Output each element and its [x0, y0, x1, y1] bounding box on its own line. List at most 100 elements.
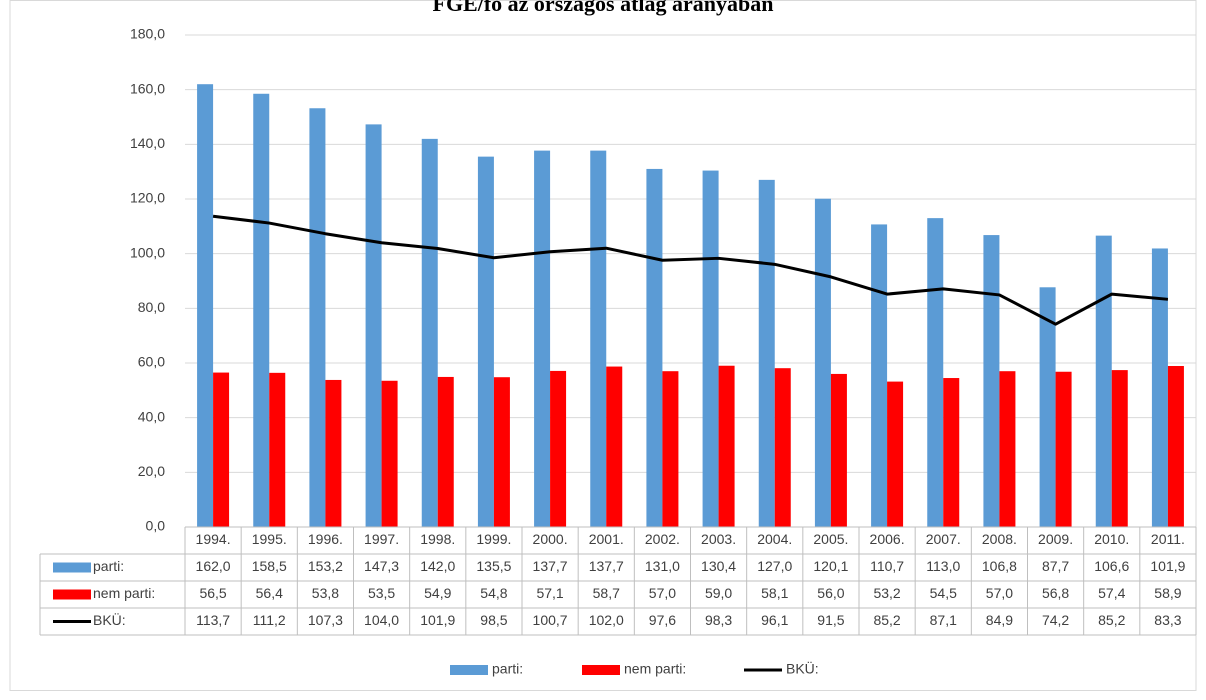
table-cell: 162,0 — [196, 558, 231, 574]
table-cell: 53,2 — [873, 585, 900, 601]
table-cell: 83,3 — [1154, 612, 1181, 628]
bar — [421, 138, 438, 527]
table-key — [53, 589, 91, 600]
y-tick-label: 60,0 — [138, 354, 165, 370]
bar — [1111, 370, 1128, 527]
bar — [253, 93, 270, 528]
bar — [1095, 235, 1112, 528]
table-cell: 87,1 — [930, 612, 957, 628]
table-cell: 130,4 — [701, 558, 736, 574]
x-tick-label: 1996. — [308, 531, 343, 547]
table-cell: 58,1 — [761, 585, 788, 601]
table-cell: 107,3 — [308, 612, 343, 628]
bar — [662, 371, 679, 527]
x-tick-label: 2000. — [533, 531, 568, 547]
table-cell: 102,0 — [589, 612, 624, 628]
y-tick-label: 20,0 — [138, 463, 165, 479]
legend-label: nem parti: — [624, 661, 686, 677]
table-cell: 57,0 — [649, 585, 676, 601]
y-tick-label: 0,0 — [146, 518, 166, 534]
bar — [999, 371, 1016, 527]
y-tick-label: 80,0 — [138, 299, 165, 315]
table-cell: 104,0 — [364, 612, 399, 628]
table-cell: 158,5 — [252, 558, 287, 574]
legend-key — [582, 665, 620, 675]
table-cell: 57,0 — [986, 585, 1013, 601]
bar — [197, 84, 214, 527]
bar — [887, 381, 904, 527]
table-cell: 54,8 — [480, 585, 507, 601]
bar — [927, 218, 944, 527]
table-cell: 100,7 — [533, 612, 568, 628]
table-cell: 131,0 — [645, 558, 680, 574]
line — [212, 214, 1169, 326]
bar — [477, 156, 494, 527]
table-row-label: BKÜ: — [93, 611, 126, 628]
x-tick-label: 2009. — [1038, 531, 1073, 547]
table-cell: 56,8 — [1042, 585, 1069, 601]
table-cell: 127,0 — [757, 558, 792, 574]
bar — [943, 378, 960, 527]
table-cell: 53,8 — [312, 585, 339, 601]
table-cell: 142,0 — [420, 558, 455, 574]
legend-label: BKÜ: — [786, 660, 819, 677]
table-cell: 137,7 — [589, 558, 624, 574]
table-cell: 56,0 — [817, 585, 844, 601]
legend-label: parti: — [492, 661, 523, 677]
bar — [381, 380, 398, 527]
bar — [269, 372, 286, 527]
table-cell: 91,5 — [817, 612, 844, 628]
bar — [534, 150, 551, 527]
table-cell: 101,9 — [1150, 558, 1185, 574]
table-cell: 97,6 — [649, 612, 676, 628]
x-tick-label: 2006. — [870, 531, 905, 547]
y-tick-label: 40,0 — [138, 408, 165, 424]
x-tick-label: 1994. — [196, 531, 231, 547]
bar — [758, 179, 775, 527]
x-tick-label: 2004. — [757, 531, 792, 547]
bar — [590, 150, 607, 527]
table-cell: 57,1 — [536, 585, 563, 601]
x-tick-label: 1998. — [420, 531, 455, 547]
table-cell: 111,2 — [253, 612, 286, 628]
table-cell: 56,5 — [199, 585, 226, 601]
x-tick-label: 1995. — [252, 531, 287, 547]
bar — [493, 377, 510, 527]
x-tick-label: 2002. — [645, 531, 680, 547]
table-cell: 106,6 — [1094, 558, 1129, 574]
table-cell: 135,5 — [476, 558, 511, 574]
bar — [1151, 248, 1168, 527]
y-tick-label: 160,0 — [130, 80, 165, 96]
y-tick-label: 180,0 — [130, 26, 165, 42]
y-tick-label: 120,0 — [130, 190, 165, 206]
x-tick-label: 2007. — [926, 531, 961, 547]
table-cell: 113,0 — [926, 558, 960, 574]
x-tick-label: 1999. — [476, 531, 511, 547]
bar — [365, 124, 382, 527]
bar — [550, 370, 567, 527]
table-cell: 153,2 — [308, 558, 343, 574]
x-tick-label: 1997. — [364, 531, 399, 547]
bar — [309, 108, 326, 528]
table-cell: 101,9 — [420, 612, 455, 628]
table-cell: 57,4 — [1098, 585, 1125, 601]
x-tick-label: 2010. — [1094, 531, 1129, 547]
table-cell: 54,9 — [424, 585, 451, 601]
table-cell: 98,5 — [480, 612, 507, 628]
table-cell: 84,9 — [986, 612, 1013, 628]
table-cell: 137,7 — [533, 558, 568, 574]
bar — [1055, 371, 1072, 527]
table-cell: 74,2 — [1042, 612, 1069, 628]
legend-key — [450, 665, 488, 675]
x-tick-label: 2011. — [1151, 531, 1185, 547]
table-cell: 53,5 — [368, 585, 395, 601]
table-cell: 106,8 — [982, 558, 1017, 574]
table-cell: 58,9 — [1154, 585, 1181, 601]
y-tick-label: 140,0 — [130, 135, 165, 151]
table-cell: 96,1 — [761, 612, 788, 628]
table-cell: 120,1 — [813, 558, 848, 574]
bar — [774, 368, 791, 527]
bar — [213, 372, 230, 527]
bar — [871, 224, 888, 528]
